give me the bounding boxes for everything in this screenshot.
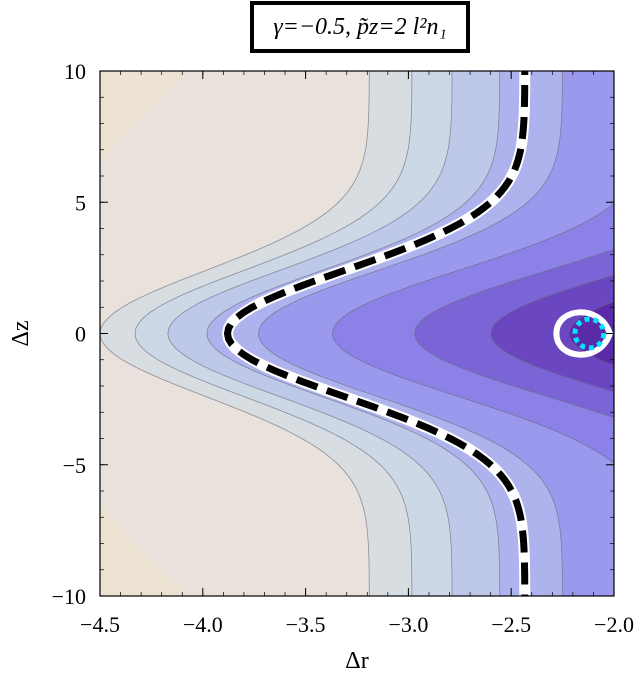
y-tick-label: 0 [75,322,86,347]
y-tick-label: −10 [52,584,86,609]
contour-corner-top [100,71,190,166]
y-tick-label: 10 [64,59,86,84]
chart-title: γ=−0.5, p̃z=2 l²n₁ [250,1,470,53]
dashed-contour [223,71,529,596]
x-axis-label: Δr [345,648,368,674]
y-axis-label: Δz [8,320,34,346]
cyan-contour-loop [572,316,607,351]
y-tick-label: −5 [63,453,86,478]
x-tick-label: −3.0 [388,612,428,637]
x-tick-label: −2.5 [491,612,531,637]
highlighted-contours [221,71,614,596]
x-tick-label: −3.5 [286,612,326,637]
axes: −4.5 −4.0 −3.5 −3.0 −2.5 −2.0 −10 −5 0 5 10 [52,59,634,637]
x-tick-label: −4.0 [183,612,223,637]
chart-title-text: γ=−0.5, p̃z=2 l²n₁ [273,13,447,40]
contour-corner-bottom [100,501,190,596]
contour-band-8 [490,274,614,393]
y-tick-label: 5 [75,190,86,215]
x-tick-label: −4.5 [80,612,120,637]
x-tick-label: −2.0 [594,612,634,637]
contour-fills [100,71,614,596]
